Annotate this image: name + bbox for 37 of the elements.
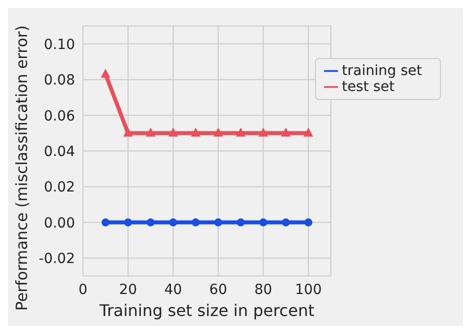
legend-label: test set [342,79,395,95]
y-tick-label: -0.02 [38,251,75,268]
y-axis-title: Performance (misclassification error) [13,25,32,311]
point [101,69,110,78]
point [236,128,246,137]
y-tick-label: 0.00 [44,215,75,232]
point [304,218,312,226]
point [191,128,200,137]
y-tick-label: 0.02 [44,180,75,196]
point [281,128,290,137]
x-axis-title: Training set size in percent [98,301,314,320]
point [168,128,178,137]
legend-label: training set [342,63,422,79]
y-tick-label: 0.06 [44,108,76,124]
x-tick-label: 20 [119,282,137,298]
point [282,218,290,226]
point [146,128,156,137]
point [304,128,313,137]
point [192,218,200,226]
point [214,218,222,226]
point [124,128,133,137]
point [146,218,155,226]
y-tick-label: 0.04 [44,144,76,160]
x-tick-label: 60 [209,282,228,298]
y-tick-label: 0.08 [44,72,75,89]
point [102,218,110,226]
point [124,218,132,226]
x-tick-label: 80 [254,282,272,298]
x-tick-label: 0 [78,282,88,298]
x-tick-label: 40 [164,282,182,298]
point [258,128,268,137]
y-tick-label: 0.10 [44,36,75,53]
point [214,128,223,137]
point [236,218,245,226]
point [259,218,268,226]
point [169,218,178,226]
x-tick-label: 100 [295,282,322,298]
